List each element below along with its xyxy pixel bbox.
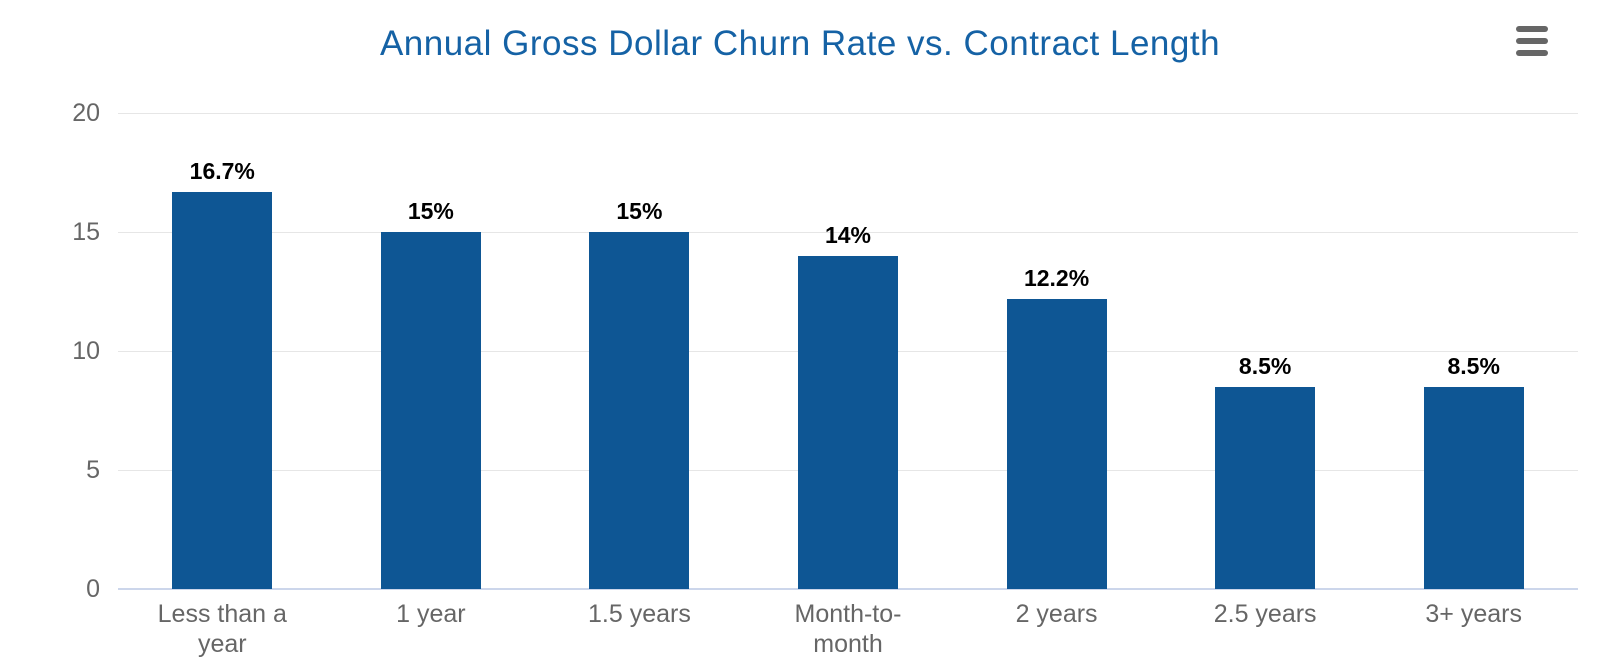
x-axis-label-month-to-month: Month-to-month — [794, 600, 902, 658]
bar-value-label-1-year: 15% — [407, 198, 454, 224]
x-axis-line — [118, 588, 1578, 590]
x-axis-label-3-years: 3+ years — [1425, 600, 1522, 628]
bar-value-label-less-than-a-year: 16.7% — [189, 157, 255, 184]
x-axis-label-2-5-years: 2.5 years — [1213, 600, 1317, 628]
bar-less-than-a-year[interactable] — [172, 191, 273, 589]
y-axis-tick-label: 0 — [86, 575, 100, 603]
bar-2-5-years[interactable] — [1215, 386, 1316, 589]
bar-value-label-2-years: 12.2% — [1023, 264, 1090, 291]
bar-value-label-2-5-years: 8.5% — [1238, 352, 1292, 379]
bar-3-years[interactable] — [1423, 386, 1524, 589]
chart-title: Annual Gross Dollar Churn Rate vs. Contr… — [379, 24, 1221, 63]
y-axis-tick-label: 10 — [72, 337, 100, 365]
bar-value-label-1-5-years: 15% — [616, 198, 663, 224]
chart-context-menu-button[interactable] — [1516, 26, 1548, 56]
bar-1-year[interactable] — [380, 232, 481, 589]
bar-value-label-3-years: 8.5% — [1447, 352, 1500, 379]
x-axis-label-1-5-years: 1.5 years — [588, 600, 691, 628]
x-axis-label-less-than-a-year: Less than a year — [157, 600, 287, 658]
y-axis-tick-label: 15 — [72, 218, 100, 246]
hamburger-menu-icon — [1516, 26, 1548, 32]
bar-1-5-years[interactable] — [589, 232, 690, 589]
y-axis-tick-label: 5 — [86, 456, 100, 484]
hamburger-menu-icon — [1516, 38, 1548, 44]
y-gridline — [118, 232, 1578, 233]
hamburger-menu-icon — [1516, 50, 1548, 56]
bar-value-label-month-to-month: 14% — [824, 221, 872, 248]
bar-2-years[interactable] — [1006, 298, 1107, 589]
x-axis-label-1-year: 1 year — [396, 600, 466, 628]
bar-month-to-month[interactable] — [798, 255, 898, 589]
x-axis-label-2-years: 2 years — [1015, 600, 1098, 628]
y-axis-tick-label: 20 — [72, 99, 100, 127]
y-gridline — [118, 113, 1578, 114]
